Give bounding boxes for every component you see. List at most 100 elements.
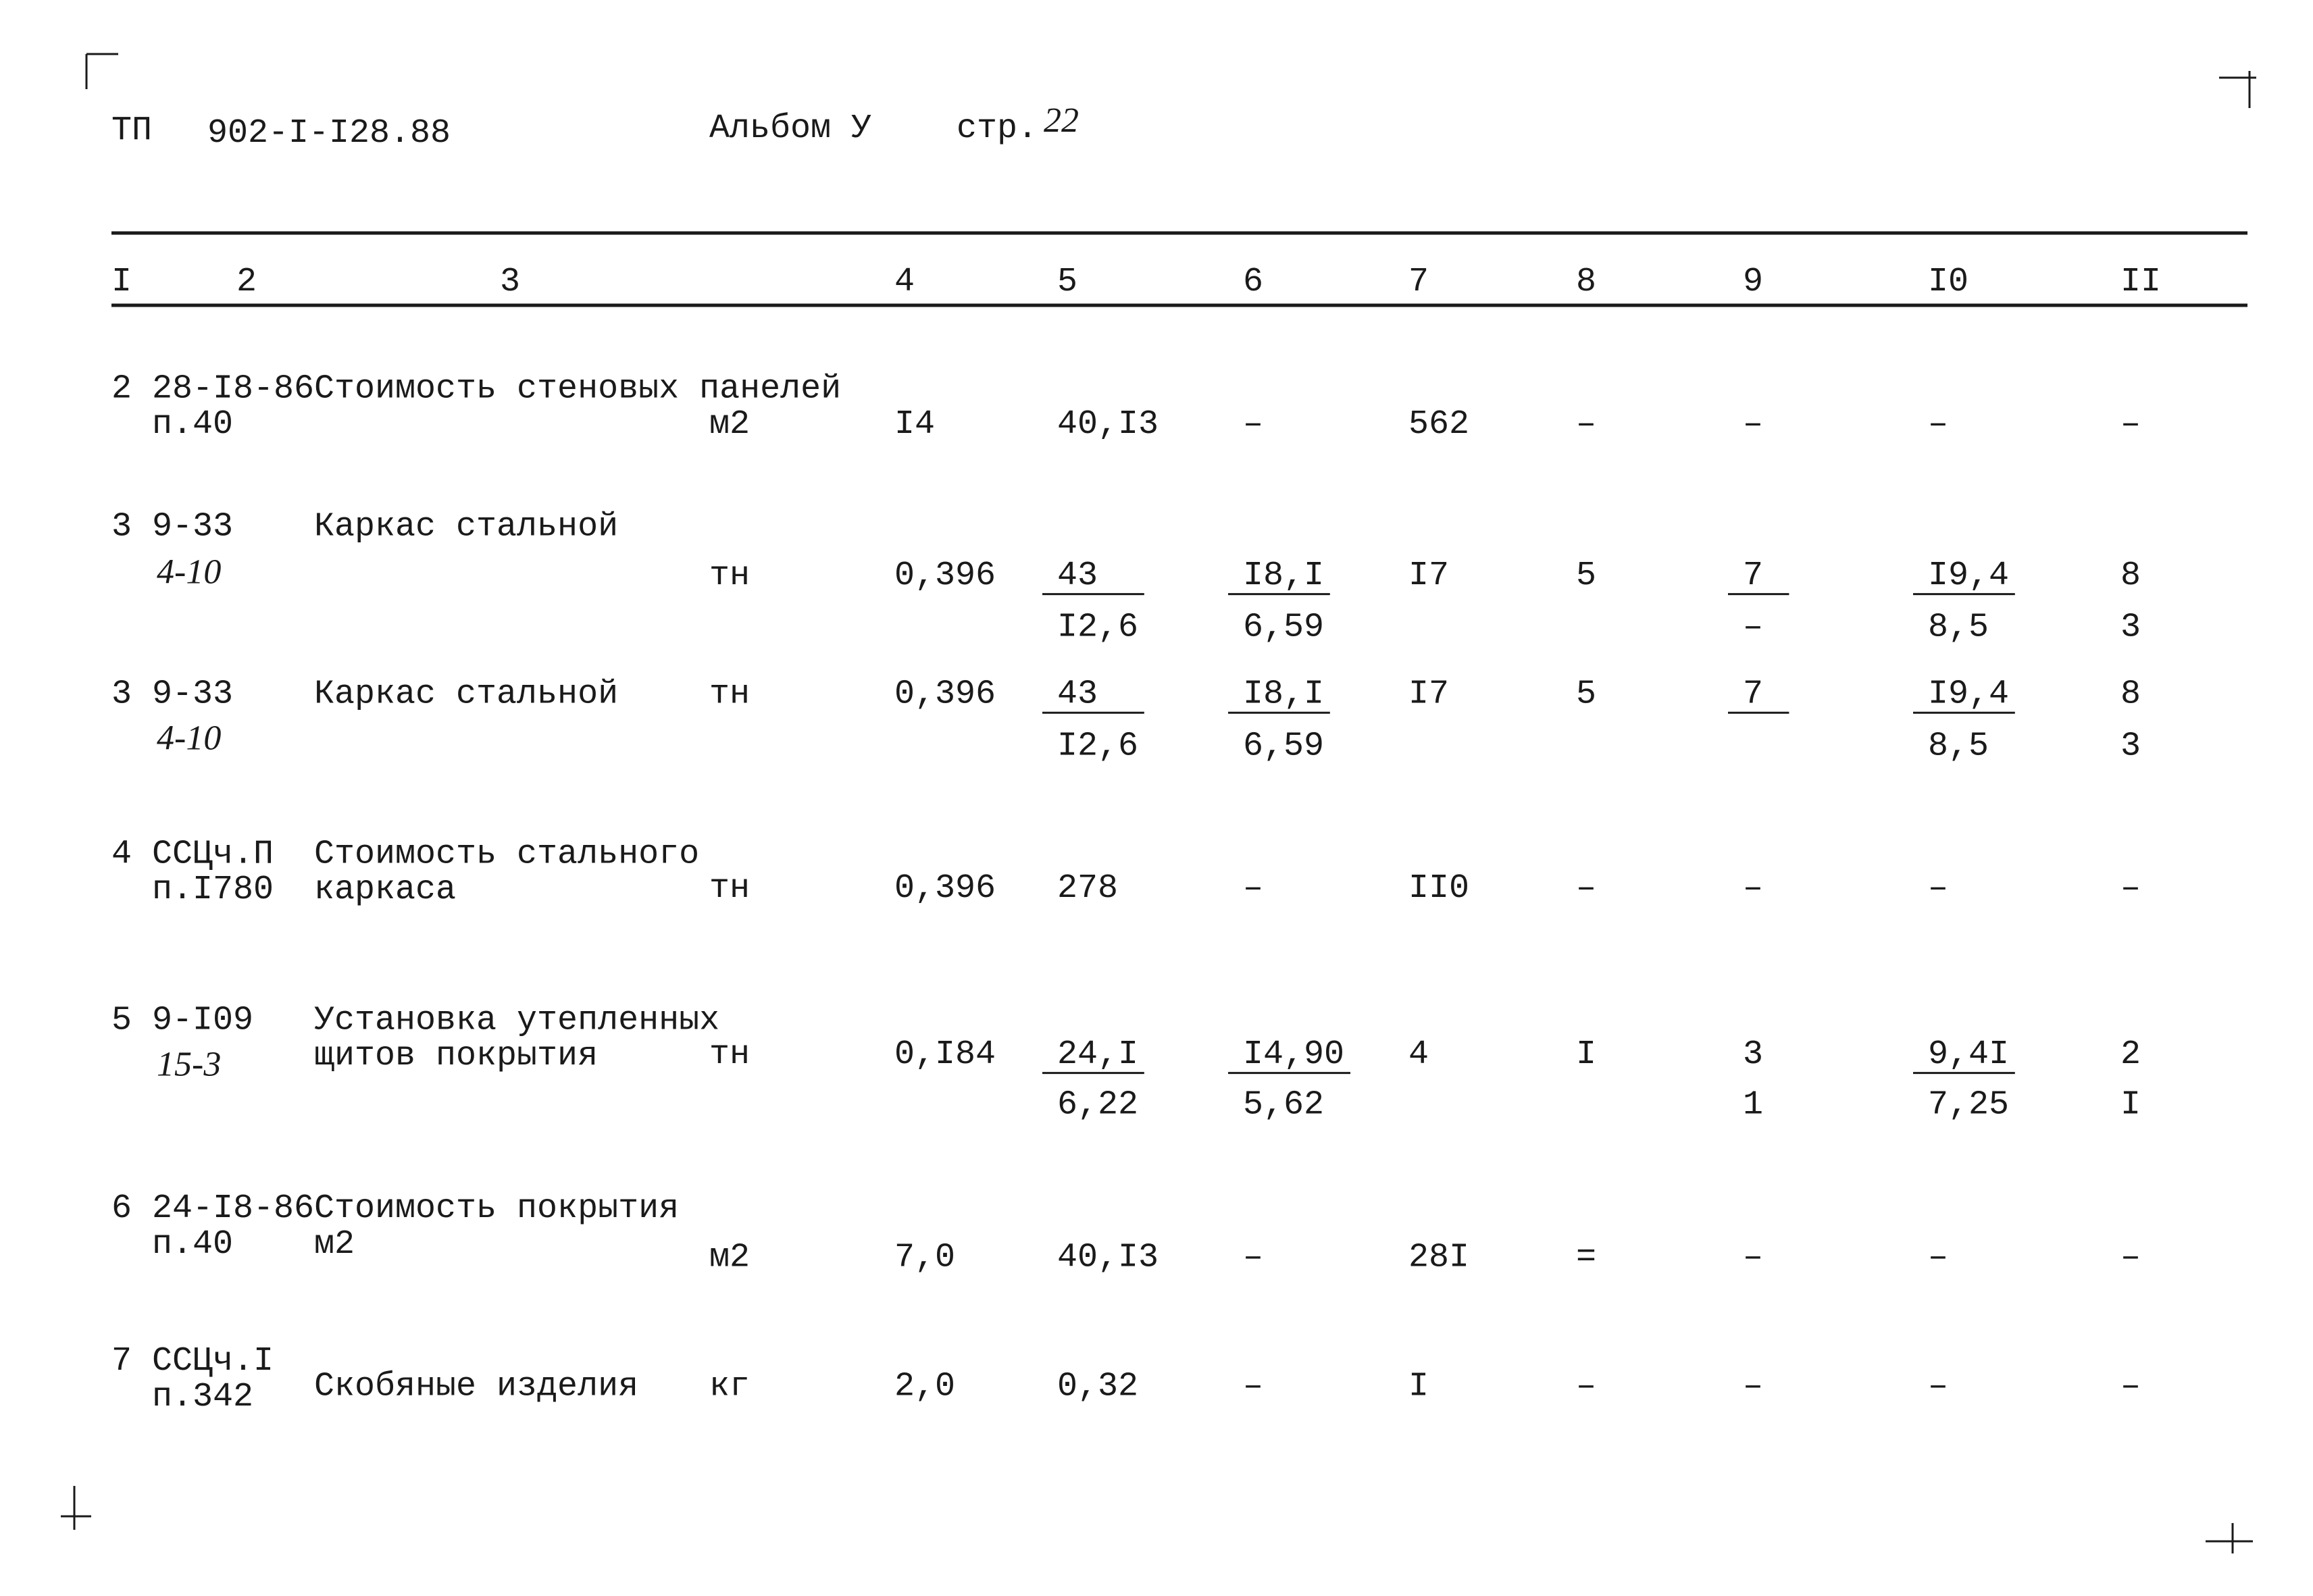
row-number: 7	[111, 1342, 132, 1381]
page-label: стр.	[957, 109, 1038, 148]
code: 24-I8-86	[152, 1189, 314, 1228]
cell: –	[2120, 1368, 2141, 1406]
cell-bottom: 8,5	[1928, 609, 1989, 647]
cell: 5	[1576, 675, 1596, 713]
column-header: 9	[1743, 263, 1763, 301]
name: Скобяные изделия	[314, 1368, 638, 1406]
cell-bottom: I2,6	[1057, 727, 1138, 765]
cell: –	[1928, 1368, 1948, 1406]
row-number: 3	[111, 507, 132, 546]
cell: –	[1743, 1239, 1763, 1277]
cell: –	[1743, 869, 1763, 908]
cell-bottom: 7,25	[1928, 1085, 2009, 1124]
cell-top: 43	[1057, 557, 1098, 595]
cell: I	[1408, 1368, 1429, 1406]
cell-top: I9,4	[1928, 557, 2009, 595]
cell-top: 2	[2120, 1035, 2141, 1074]
unit: тн	[709, 675, 750, 713]
quantity: 2,0	[894, 1368, 955, 1406]
row-number: 5	[111, 1001, 132, 1039]
cell: –	[1576, 1368, 1596, 1406]
name: каркаса	[314, 871, 456, 909]
column-header: 5	[1057, 263, 1077, 301]
code: 9-I09	[152, 1001, 253, 1039]
cell-bottom: 6,22	[1057, 1085, 1138, 1124]
code: п.40	[152, 1225, 233, 1264]
cell: –	[1928, 405, 1948, 444]
name: щитов покрытия	[314, 1037, 598, 1075]
cell-bottom: 3	[2120, 727, 2141, 765]
note: 15-3	[157, 1045, 221, 1083]
cell: –	[2120, 1239, 2141, 1277]
cell-bottom: –	[1743, 609, 1763, 647]
cell: –	[1743, 405, 1763, 444]
column-header: 3	[500, 263, 520, 301]
cell-top: 24,I	[1057, 1035, 1138, 1074]
cell: 40,I3	[1057, 1239, 1159, 1277]
cell: 0,32	[1057, 1368, 1138, 1406]
cell: 4	[1408, 1035, 1429, 1074]
cell: 5	[1576, 557, 1596, 595]
column-header: 2	[236, 263, 257, 301]
code: ССЦч.П	[152, 835, 274, 874]
cell: –	[1576, 869, 1596, 908]
cell: =	[1576, 1239, 1596, 1277]
cell: –	[1243, 1239, 1263, 1277]
row-number: 6	[111, 1189, 132, 1228]
quantity: 0,396	[894, 869, 996, 908]
cell: –	[1743, 1368, 1763, 1406]
quantity: I4	[894, 405, 935, 444]
code: 9-33	[152, 507, 233, 546]
cell-top: 7	[1743, 557, 1763, 595]
cell-top: 7	[1743, 675, 1763, 713]
cell: –	[1928, 869, 1948, 908]
code: п.40	[152, 405, 233, 444]
page-number: 22	[1044, 101, 1079, 140]
unit: тн	[709, 1035, 750, 1074]
name: Каркас стальной	[314, 675, 618, 713]
unit: м2	[709, 1239, 750, 1277]
code: 9-33	[152, 675, 233, 713]
cell-top: 8	[2120, 557, 2141, 595]
row-number: 2	[111, 369, 132, 408]
code: ССЦч.I	[152, 1342, 274, 1381]
name: Стоимость покрытия	[314, 1189, 679, 1228]
cell-top: 8	[2120, 675, 2141, 713]
cell-bottom: 6,59	[1243, 727, 1324, 765]
column-header: I0	[1928, 263, 1968, 301]
quantity: 0,396	[894, 675, 996, 713]
row-number: 3	[111, 675, 132, 713]
cell-top: I8,I	[1243, 557, 1324, 595]
cell: –	[1928, 1239, 1948, 1277]
cell: I7	[1408, 557, 1449, 595]
doc-type: ТП	[111, 111, 152, 150]
cell: 562	[1408, 405, 1469, 444]
cell: –	[1576, 405, 1596, 444]
cell-top: I8,I	[1243, 675, 1324, 713]
column-header: 8	[1576, 263, 1596, 301]
quantity: 0,I84	[894, 1035, 996, 1074]
column-header: 7	[1408, 263, 1429, 301]
cell-top: 9,4I	[1928, 1035, 2009, 1074]
name: Стоимость стального	[314, 835, 699, 874]
note: 4-10	[157, 719, 221, 757]
cell-top: 43	[1057, 675, 1098, 713]
corner-marks	[61, 53, 2256, 1553]
cell-bottom: 1	[1743, 1085, 1763, 1124]
name: м2	[314, 1225, 355, 1264]
cell-bottom: 5,62	[1243, 1085, 1324, 1124]
cell-bottom: 3	[2120, 609, 2141, 647]
cell-bottom: I	[2120, 1085, 2141, 1124]
column-header: I	[111, 263, 132, 301]
quantity: 0,396	[894, 557, 996, 595]
cell-bottom: 6,59	[1243, 609, 1324, 647]
code: п.342	[152, 1378, 253, 1416]
album: Альбом У	[709, 109, 871, 148]
note: 4-10	[157, 553, 221, 592]
cell: –	[2120, 405, 2141, 444]
unit: м2	[709, 405, 750, 444]
cell-top: I4,90	[1243, 1035, 1344, 1074]
cell-top: 3	[1743, 1035, 1763, 1074]
cell: –	[1243, 869, 1263, 908]
